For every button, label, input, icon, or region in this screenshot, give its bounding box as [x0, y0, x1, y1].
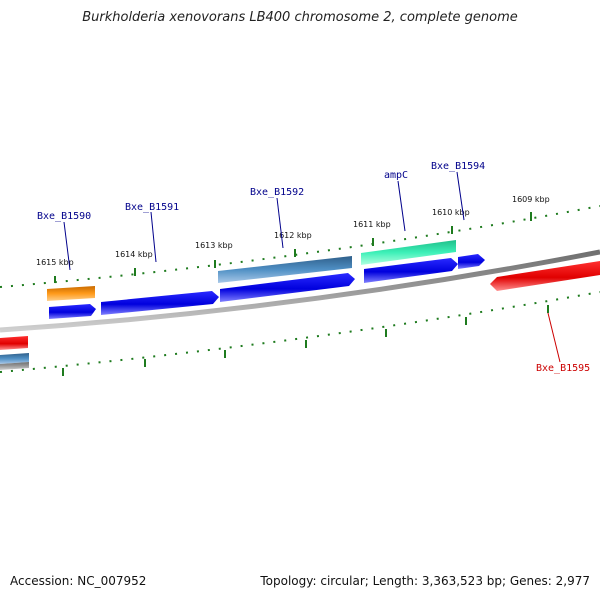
tick-label-1611: 1611 kbp	[353, 220, 391, 229]
genome-backbone	[0, 249, 600, 333]
topology-text: Topology: circular; Length: 3,363,523 bp…	[260, 574, 590, 588]
tick-label-1612: 1612 kbp	[274, 231, 312, 240]
cds-bxe-b1590[interactable]	[49, 304, 96, 319]
accession-text: Accession: NC_007952	[10, 574, 147, 588]
gene-label-bxe-b1590[interactable]: Bxe_B1590	[37, 211, 91, 222]
gene-label-ampc[interactable]: ampC	[384, 170, 408, 181]
feature-aquamarine[interactable]	[361, 240, 456, 265]
gene-label-bxe-b1594[interactable]: Bxe_B1594	[431, 161, 485, 172]
cds-bxe-b1591[interactable]	[101, 291, 219, 315]
tick-label-1610: 1610 kbp	[432, 208, 470, 217]
feature-orange[interactable]	[47, 286, 95, 301]
tick-label-1609: 1609 kbp	[512, 195, 550, 204]
gene-label-bxe-b1592[interactable]: Bxe_B1592	[250, 187, 304, 198]
inner-major-ticks	[62, 305, 549, 376]
gene-label-bxe-b1591[interactable]: Bxe_B1591	[125, 202, 179, 213]
feature-left-steelblue[interactable]	[0, 353, 29, 364]
tick-label-1615: 1615 kbp	[36, 258, 74, 267]
cds-ampc[interactable]	[364, 258, 458, 283]
map-title: Burkholderia xenovorans LB400 chromosome…	[82, 10, 518, 25]
tick-label-1613: 1613 kbp	[195, 241, 233, 250]
tick-label-1614: 1614 kbp	[115, 250, 153, 259]
gene-label-bxe-b1595[interactable]: Bxe_B1595	[536, 363, 590, 374]
label-leaders	[63, 171, 561, 363]
feature-steelblue[interactable]	[218, 256, 352, 283]
feature-left-grey	[0, 362, 29, 370]
cds-bxe-b1592[interactable]	[220, 273, 355, 302]
outer-major-ticks	[54, 212, 532, 283]
cds-bxe-b1594[interactable]	[458, 254, 485, 269]
cds-left-red[interactable]	[0, 336, 28, 350]
cds-bxe-b1595[interactable]	[490, 261, 600, 291]
